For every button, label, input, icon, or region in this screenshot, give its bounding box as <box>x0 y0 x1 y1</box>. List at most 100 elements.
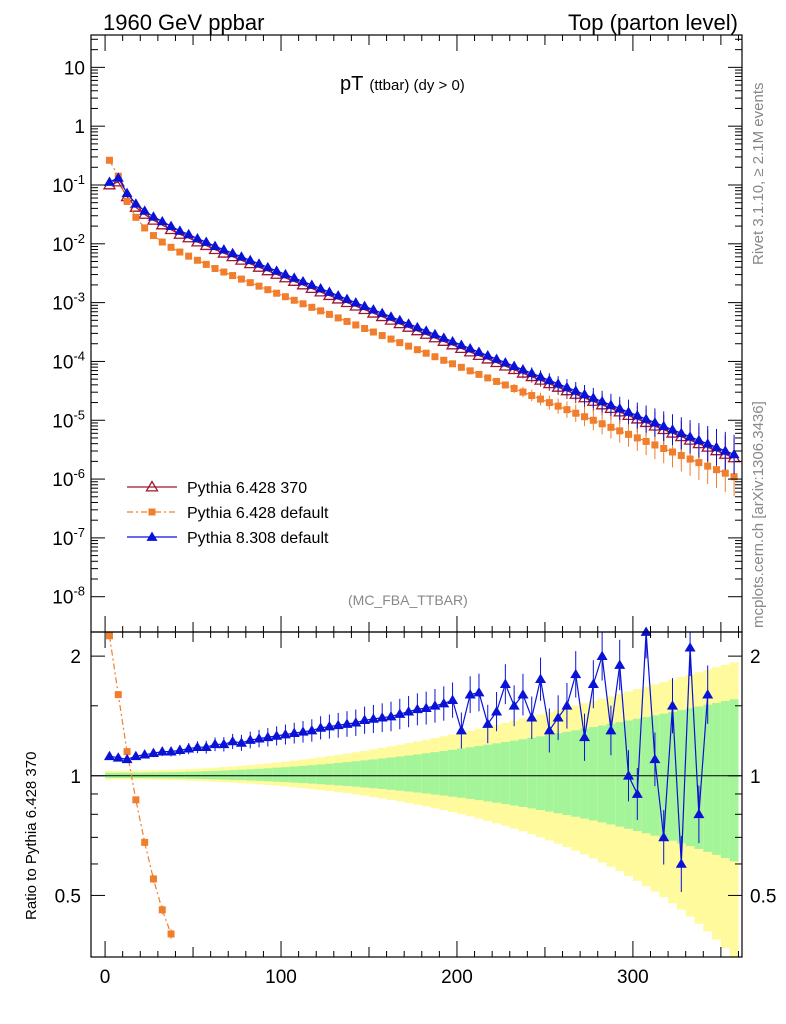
process-title: Top (parton level) <box>568 10 738 35</box>
data-point <box>570 385 582 395</box>
ratio-point <box>121 753 133 764</box>
ratio-point <box>279 729 291 739</box>
y-tick-label: 10-1 <box>52 172 85 197</box>
data-point <box>403 318 415 328</box>
data-point <box>361 325 369 333</box>
legend-label: Pythia 6.428 370 <box>187 480 307 497</box>
ratio-point <box>141 838 149 846</box>
green-band <box>553 733 563 814</box>
green-band <box>298 765 308 784</box>
ratio-point <box>473 687 485 697</box>
ratio-point <box>455 724 467 735</box>
data-point <box>686 455 694 463</box>
data-point <box>642 437 650 445</box>
ratio-point <box>183 743 195 753</box>
data-point <box>149 232 157 240</box>
data-point <box>598 420 606 428</box>
ratio-point <box>103 750 115 761</box>
y-tick-exponent: -6 <box>73 466 85 481</box>
data-point <box>640 413 652 423</box>
data-point <box>623 406 635 416</box>
green-band <box>439 750 449 796</box>
data-point <box>323 286 335 296</box>
green-band <box>342 762 352 787</box>
ratio-point <box>158 906 166 914</box>
data-point <box>730 473 738 481</box>
ratio-point <box>517 689 529 699</box>
data-point <box>572 409 580 417</box>
y-tick-label: 10-7 <box>52 525 85 550</box>
x-tick-label: 200 <box>441 967 473 988</box>
green-band <box>544 734 554 812</box>
y-tick-label: 10-2 <box>52 231 85 256</box>
data-point <box>387 335 395 343</box>
green-band <box>272 767 282 782</box>
legend-marker <box>148 508 156 516</box>
data-point <box>695 459 703 467</box>
legend-label: Pythia 6.428 default <box>187 505 329 522</box>
y-tick-base: 10 <box>52 411 73 432</box>
ratio-point <box>130 750 142 761</box>
data-point <box>493 377 501 385</box>
y-tick-base: 10 <box>52 176 73 197</box>
data-point <box>501 381 509 389</box>
ratio-point <box>411 703 423 714</box>
ratio-point <box>315 722 327 732</box>
green-band <box>483 744 493 802</box>
ratio-point <box>605 724 617 735</box>
data-point <box>359 300 371 310</box>
data-point <box>130 198 142 208</box>
y-tick-label: 10-3 <box>52 290 85 315</box>
data-point <box>422 349 430 357</box>
data-point <box>156 215 168 226</box>
ratio-point <box>167 930 175 938</box>
green-band <box>228 770 238 780</box>
data-point <box>484 374 492 382</box>
green-band <box>237 769 246 781</box>
data-point <box>141 224 149 232</box>
ratio-point <box>658 831 670 842</box>
green-band <box>597 725 607 823</box>
ratio-point <box>675 858 687 868</box>
green-band <box>685 708 695 847</box>
data-point <box>517 364 529 374</box>
legend: Pythia 6.428 370 Pythia 6.428 default Pyth… <box>127 480 329 547</box>
data-point <box>237 275 245 283</box>
data-point <box>262 261 274 272</box>
data-point <box>508 360 520 370</box>
data-point <box>649 417 661 427</box>
main-plot-title-main: pT <box>340 73 363 95</box>
y-tick-label: 10 <box>64 58 85 79</box>
mcplots-label: mcplots.cern.ch [arXiv:1306.3436] <box>750 401 767 628</box>
data-point <box>510 384 518 392</box>
green-band <box>729 699 739 862</box>
data-point <box>183 228 195 239</box>
data-point <box>121 187 133 198</box>
data-point <box>290 296 298 304</box>
data-point <box>552 378 564 388</box>
data-point <box>561 381 573 392</box>
ratio-point <box>350 717 362 727</box>
series-line-2 <box>108 159 735 478</box>
green-band <box>175 771 185 779</box>
data-point <box>667 424 679 434</box>
data-point <box>589 416 597 424</box>
green-band <box>668 711 677 841</box>
data-point <box>440 356 448 364</box>
y-tick-label: 1 <box>74 117 85 138</box>
ratio-panel <box>91 626 742 939</box>
data-point <box>693 434 705 445</box>
green-band <box>245 769 255 781</box>
data-point <box>191 233 203 243</box>
data-point <box>579 388 591 399</box>
data-point <box>675 427 687 438</box>
green-band <box>307 765 317 784</box>
data-point <box>499 357 511 367</box>
ratio-point <box>367 713 379 723</box>
ratio-point <box>376 712 388 722</box>
ratio-point <box>332 719 344 730</box>
green-band <box>500 742 510 805</box>
data-point <box>193 256 201 264</box>
data-point <box>466 367 474 375</box>
main-panel <box>102 156 741 497</box>
